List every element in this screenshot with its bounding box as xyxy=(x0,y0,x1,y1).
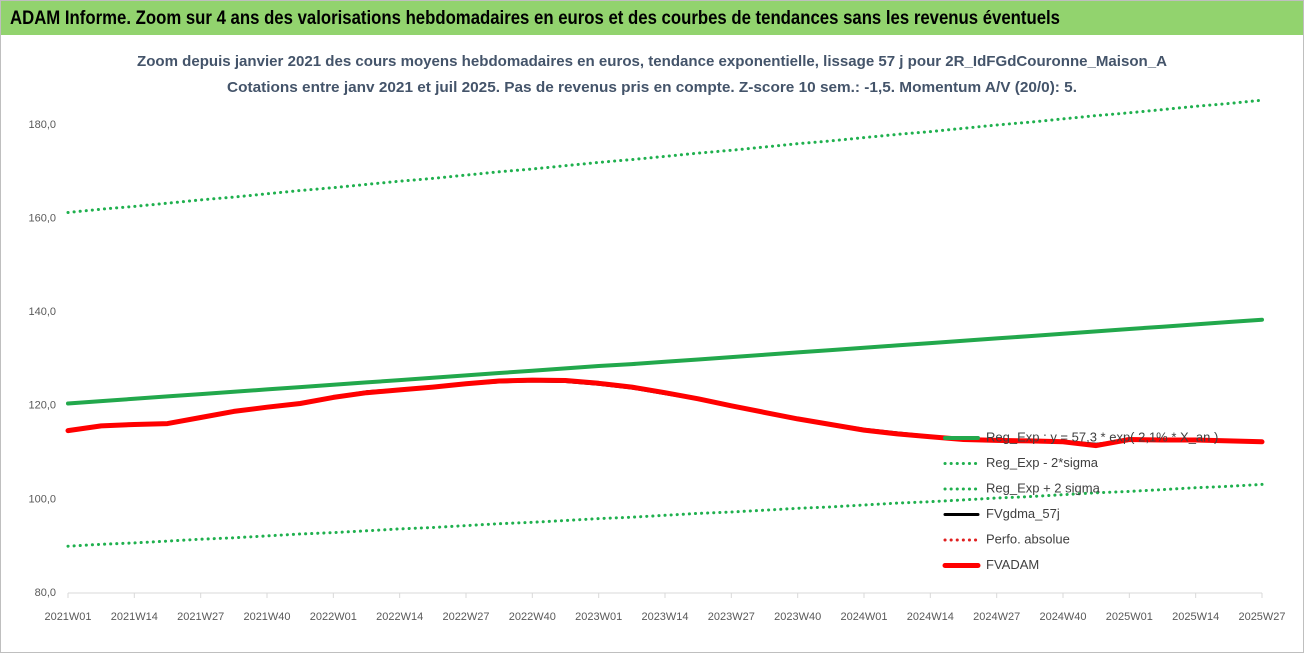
x-tick-label: 2022W40 xyxy=(509,611,556,623)
x-tick-label: 2021W14 xyxy=(111,611,158,623)
x-tick-label: 2022W01 xyxy=(310,611,357,623)
x-tick-label: 2021W27 xyxy=(177,611,224,623)
banner-title: ADAM Informe. Zoom sur 4 ans des valoris… xyxy=(10,8,1060,29)
banner xyxy=(1,1,1303,35)
series-line xyxy=(66,317,1264,406)
x-tick-label: 2022W27 xyxy=(442,611,489,623)
y-tick-label: 180,0 xyxy=(28,119,56,131)
legend-label: Reg_Exp - 2*sigma xyxy=(986,455,1099,470)
y-tick-label: 120,0 xyxy=(28,400,56,412)
x-tick-label: 2025W01 xyxy=(1106,611,1153,623)
x-tick-label: 2023W01 xyxy=(575,611,622,623)
x-tick-label: 2024W01 xyxy=(840,611,887,623)
x-tick-label: 2025W27 xyxy=(1238,611,1285,623)
chart-title: Zoom depuis janvier 2021 des cours moyen… xyxy=(137,53,1167,70)
y-tick-label: 160,0 xyxy=(28,213,56,225)
series-line xyxy=(66,98,1264,214)
x-tick-label: 2023W27 xyxy=(708,611,755,623)
x-tick-label: 2022W14 xyxy=(376,611,423,623)
x-tick-label: 2023W14 xyxy=(641,611,688,623)
chart-subtitle: Cotations entre janv 2021 et juil 2025. … xyxy=(227,79,1077,96)
legend-label: FVgdma_57j xyxy=(986,506,1060,521)
legend-label: Perfo. absolue xyxy=(986,531,1070,546)
legend-label: FVADAM xyxy=(986,557,1039,572)
y-tick-label: 100,0 xyxy=(28,493,56,505)
legend-label: Reg_Exp + 2 sigma xyxy=(986,480,1101,495)
series-line xyxy=(65,377,1265,449)
x-tick-label: 2024W14 xyxy=(907,611,954,623)
x-tick-label: 2024W27 xyxy=(973,611,1020,623)
x-tick-label: 2021W40 xyxy=(243,611,290,623)
series-line xyxy=(66,482,1264,548)
x-tick-label: 2023W40 xyxy=(774,611,821,623)
legend-label: Reg_Exp : y = 57,3 * exp( 2,1% * X_an ) xyxy=(986,429,1218,444)
x-tick-label: 2025W14 xyxy=(1172,611,1219,623)
x-tick-label: 2024W40 xyxy=(1039,611,1086,623)
y-tick-label: 80,0 xyxy=(35,587,56,599)
y-tick-label: 140,0 xyxy=(28,306,56,318)
x-tick-label: 2021W01 xyxy=(44,611,91,623)
